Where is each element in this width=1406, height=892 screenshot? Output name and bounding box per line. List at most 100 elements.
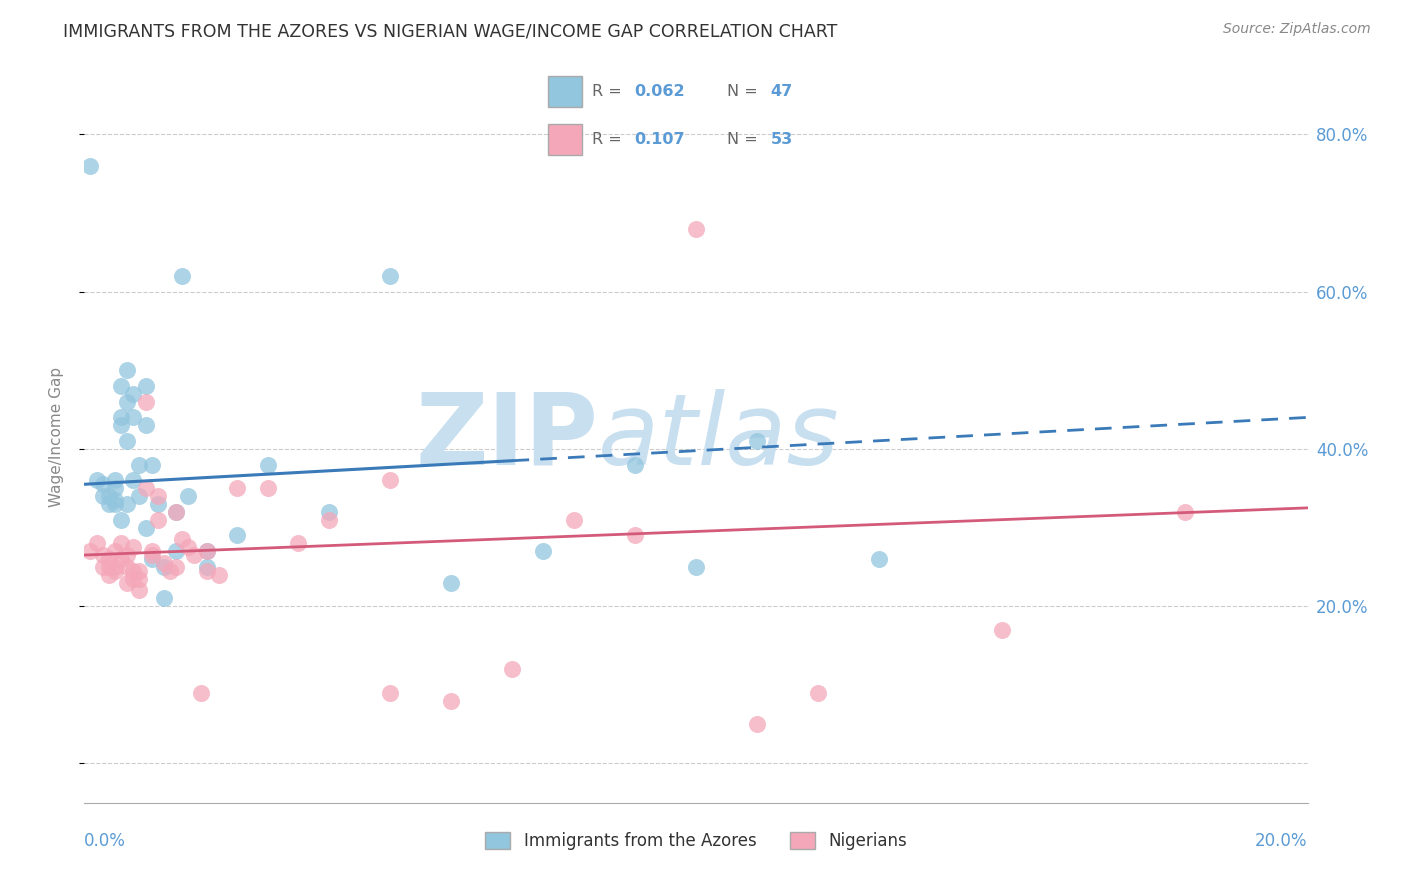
Point [190,686,212,700]
Point [115,363,138,377]
Point [97,567,120,582]
Point [110,536,132,550]
Point [208,567,231,582]
Point [122,572,145,586]
Text: Source: ZipAtlas.com: Source: ZipAtlas.com [1223,22,1371,37]
Point [257,481,280,495]
Point [122,387,145,401]
Point [104,473,127,487]
Point [1174,505,1197,519]
Point [991,623,1014,637]
Point [146,497,169,511]
Point [195,544,218,558]
Point [380,268,402,283]
Point [318,513,340,527]
Point [128,583,150,598]
Point [624,528,647,542]
Text: IMMIGRANTS FROM THE AZORES VS NIGERIAN WAGE/INCOME GAP CORRELATION CHART: IMMIGRANTS FROM THE AZORES VS NIGERIAN W… [63,22,838,40]
Point [226,481,249,495]
Point [747,717,769,731]
Point [122,473,145,487]
Point [86,536,108,550]
Point [807,686,830,700]
Point [91,489,114,503]
Text: R =: R = [592,84,627,99]
Text: 53: 53 [770,132,793,147]
Text: N =: N = [727,84,762,99]
Point [380,473,402,487]
Point [115,559,138,574]
Point [135,520,157,534]
Point [165,559,187,574]
FancyBboxPatch shape [548,124,582,155]
Point [135,481,157,495]
Point [115,575,138,590]
Point [146,489,169,503]
Point [91,477,114,491]
Point [91,559,114,574]
Point [110,410,132,425]
Point [115,394,138,409]
Point [141,544,163,558]
Text: ZIP: ZIP [415,389,598,485]
Point [135,394,157,409]
Point [141,458,163,472]
Point [562,513,585,527]
Point [146,513,169,527]
Point [97,489,120,503]
Point [685,221,707,235]
Point [287,536,309,550]
FancyBboxPatch shape [548,76,582,106]
Point [195,564,218,578]
Text: R =: R = [592,132,627,147]
Point [110,513,132,527]
Point [531,544,554,558]
Point [79,544,101,558]
Point [135,418,157,433]
Point [183,548,205,562]
Point [153,556,176,570]
Point [159,564,181,578]
Point [128,458,150,472]
Point [128,564,150,578]
Point [440,575,463,590]
Point [110,379,132,393]
Point [97,552,120,566]
Point [153,559,176,574]
Text: 0.062: 0.062 [634,84,685,99]
Point [195,544,218,558]
Point [177,489,200,503]
Y-axis label: Wage/Income Gap: Wage/Income Gap [49,367,63,508]
Point [104,564,127,578]
Point [104,497,127,511]
Point [122,564,145,578]
Legend: Immigrants from the Azores, Nigerians: Immigrants from the Azores, Nigerians [478,825,914,856]
Point [110,552,132,566]
Point [104,559,127,574]
Point [747,434,769,448]
Text: 0.0%: 0.0% [84,832,127,850]
Point [685,559,707,574]
Text: 0.107: 0.107 [634,132,685,147]
Point [165,505,187,519]
Point [128,572,150,586]
Point [440,693,463,707]
Point [141,552,163,566]
Point [122,540,145,554]
Point [115,548,138,562]
Point [104,493,127,508]
Point [257,458,280,472]
Point [97,497,120,511]
Point [122,410,145,425]
Point [115,497,138,511]
Text: atlas: atlas [598,389,839,485]
Text: N =: N = [727,132,762,147]
Point [172,533,194,547]
Point [165,505,187,519]
Point [502,662,524,676]
Point [91,548,114,562]
Point [177,540,200,554]
Point [135,379,157,393]
Point [226,528,249,542]
Point [195,559,218,574]
